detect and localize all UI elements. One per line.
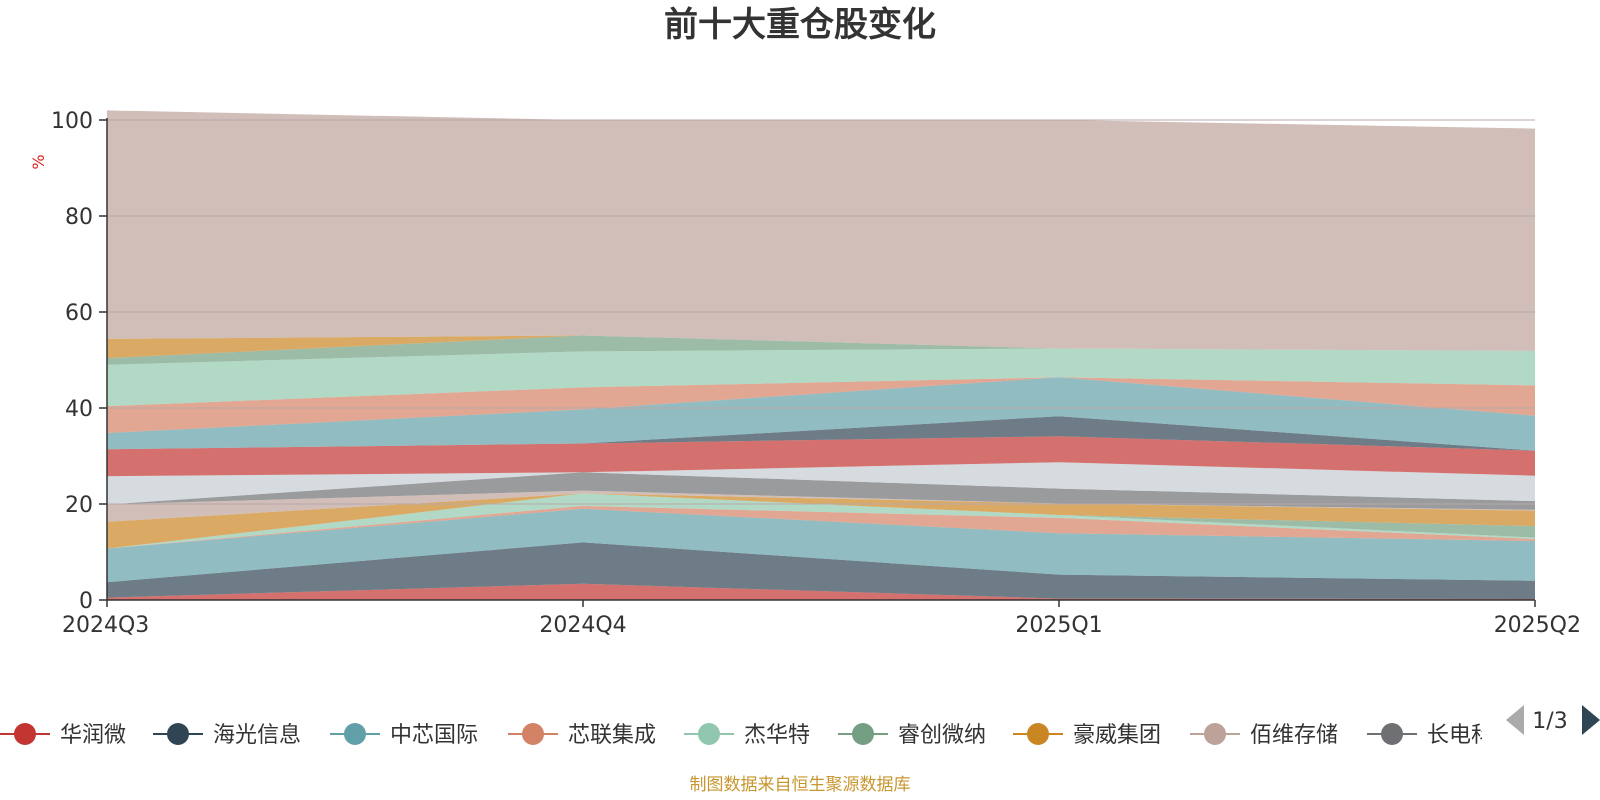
area-series-15 <box>107 348 1535 407</box>
legend-item[interactable]: 华润微 <box>0 723 126 748</box>
area-series-4 <box>107 505 1535 549</box>
legend-label: 海光信息 <box>213 723 301 748</box>
x-tick-label: 2024Q3 <box>62 613 149 638</box>
y-tick-label: 40 <box>65 397 93 422</box>
legend-label: 佰维存储 <box>1250 723 1338 748</box>
legend-page-indicator: 1/3 <box>1532 709 1567 734</box>
x-tick-label: 2025Q1 <box>1015 613 1102 638</box>
legend-prev-arrow-icon[interactable] <box>1506 705 1524 735</box>
y-tick-label: 80 <box>65 205 93 230</box>
data-source-footer: 制图数据来自恒生聚源数据库 <box>690 775 911 795</box>
y-tick-label: 60 <box>65 301 93 326</box>
area-series-17 <box>107 335 1535 359</box>
legend-label: 华润微 <box>60 723 126 748</box>
legend-items: 华润微 海光信息 中芯国际 芯联集成 杰华特 睿创微纳 豪威集团 佰维存储 长电科 <box>0 723 1493 748</box>
legend-label: 睿创微纳 <box>898 723 986 748</box>
area-series-3 <box>107 508 1535 583</box>
grid-lines <box>107 119 1535 505</box>
area-series-11 <box>107 436 1535 477</box>
legend-item[interactable]: 芯联集成 <box>508 723 656 748</box>
area-series-14 <box>107 377 1535 433</box>
legend: 华润微 海光信息 中芯国际 芯联集成 杰华特 睿创微纳 豪威集团 佰维存储 长电科 <box>0 723 1493 748</box>
legend-circle-marker <box>14 723 36 745</box>
axes: 0 20 40 60 80 100 2024Q3 2024Q4 2025Q1 2025Q2 <box>51 109 1581 638</box>
area-series-7 <box>107 493 1535 549</box>
area-series-16 <box>107 335 1535 365</box>
legend-circle-marker <box>522 723 544 745</box>
legend-item[interactable]: 豪威集团 <box>1013 723 1161 748</box>
legend-item[interactable]: 长电科 <box>1367 723 1493 748</box>
area-series-6 <box>107 493 1535 549</box>
y-tick-label: 0 <box>79 589 93 614</box>
legend-label: 中芯国际 <box>390 723 478 748</box>
area-series-9 <box>107 472 1535 510</box>
legend-item[interactable]: 睿创微纳 <box>838 723 986 748</box>
area-series-13 <box>107 377 1535 451</box>
legend-circle-marker <box>1381 723 1403 745</box>
area-series-2 <box>107 542 1535 599</box>
legend-pager: 1/3 <box>1506 705 1600 735</box>
legend-item[interactable]: 佰维存储 <box>1190 723 1338 748</box>
legend-next-arrow-icon[interactable] <box>1582 705 1600 735</box>
legend-label: 芯联集成 <box>568 723 656 748</box>
x-tick-label: 2024Q4 <box>539 613 626 638</box>
legend-circle-marker <box>344 723 366 745</box>
legend-circle-marker <box>1027 723 1049 745</box>
legend-circle-marker <box>698 723 720 745</box>
y-tick-label: 100 <box>51 109 93 134</box>
y-axis-unit: % <box>29 154 48 169</box>
x-tick-label: 2025Q2 <box>1494 613 1581 638</box>
y-tick-label: 20 <box>65 493 93 518</box>
area-series-18 <box>107 110 1535 351</box>
legend-circle-marker <box>1204 723 1226 745</box>
legend-label: 豪威集团 <box>1073 723 1161 748</box>
legend-item[interactable]: 海光信息 <box>153 723 301 748</box>
legend-label: 杰华特 <box>744 723 810 748</box>
area-series-8 <box>107 490 1535 522</box>
legend-item[interactable]: 杰华特 <box>684 723 810 748</box>
legend-circle-marker <box>852 723 874 745</box>
area-series-group <box>107 110 1535 600</box>
legend-circle-marker <box>167 723 189 745</box>
chart-title: 前十大重仓股变化 <box>664 5 936 45</box>
legend-label: 长电科 <box>1427 723 1493 748</box>
legend-item[interactable]: 中芯国际 <box>330 723 478 748</box>
area-series-10 <box>107 462 1535 505</box>
area-series-1 <box>107 583 1535 600</box>
